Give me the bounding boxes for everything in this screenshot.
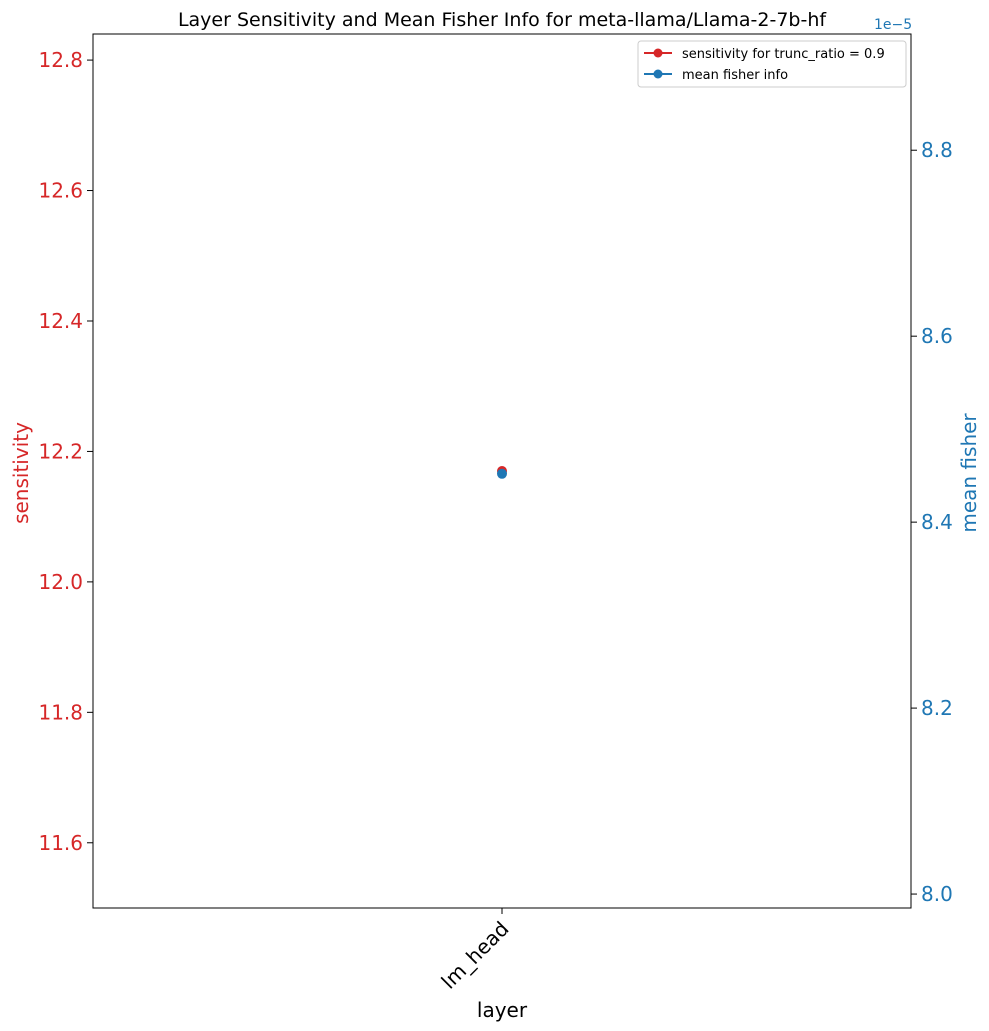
legend-box (637, 40, 907, 88)
right-y-axis-label: mean fisher (957, 413, 981, 533)
right-y-axis: 8.0 8.2 8.4 8.6 8.8 (911, 138, 953, 906)
chart-title: Layer Sensitivity and Mean Fisher Info f… (178, 9, 827, 31)
series-1-point (497, 468, 507, 479)
x-axis-label: layer (477, 998, 528, 1022)
left-y-tick-label: 11.6 (38, 831, 83, 855)
right-y-tick-label: 8.8 (921, 138, 953, 162)
legend-label-sensitivity: sensitivity for trunc_ratio = 0.9 (682, 47, 885, 62)
left-y-tick-label: 12.2 (38, 439, 83, 463)
left-y-tick-label: 12.4 (38, 309, 83, 333)
left-y-axis: 11.6 11.8 12.0 12.2 12.4 12.6 12.8 (38, 48, 93, 855)
left-y-axis-label: sensitivity (9, 422, 33, 524)
left-y-tick-label: 12.8 (38, 48, 83, 72)
series-layer (497, 466, 507, 479)
legend-swatch-marker-fisher (653, 69, 663, 79)
x-axis: lm_head (436, 908, 514, 994)
legend-label-fisher: mean fisher info (682, 68, 788, 83)
left-y-tick-label: 12.6 (38, 179, 83, 203)
right-axis-offset-text: 1e−5 (874, 17, 912, 33)
right-y-tick-label: 8.4 (921, 510, 953, 534)
legend-swatch-marker-sensitivity (653, 48, 663, 58)
right-y-tick-label: 8.2 (921, 696, 953, 720)
right-y-tick-label: 8.6 (921, 324, 953, 348)
left-y-tick-label: 11.8 (38, 700, 83, 724)
left-y-tick-label: 12.0 (38, 570, 83, 594)
x-tick-label: lm_head (436, 917, 513, 994)
legend: sensitivity for trunc_ratio = 0.9 mean f… (637, 40, 907, 88)
right-y-tick-label: 8.0 (921, 882, 953, 906)
